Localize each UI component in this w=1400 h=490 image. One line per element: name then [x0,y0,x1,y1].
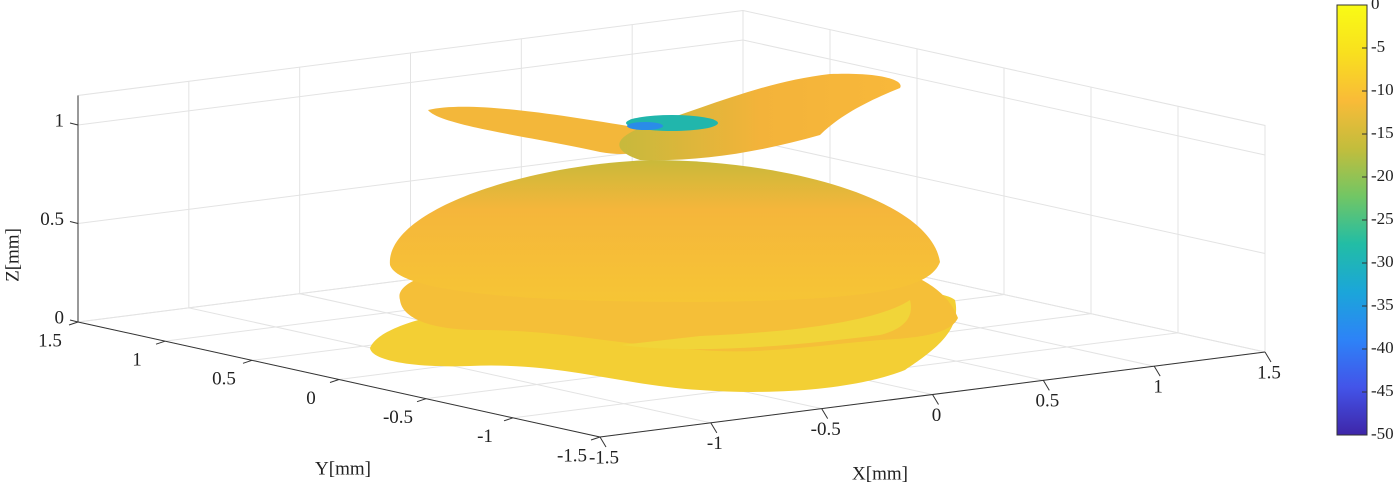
y-tick-label: 1.5 [38,330,62,351]
z-tick [69,122,79,126]
x-tick [1153,365,1161,377]
x-tick-label: 1 [1153,377,1163,398]
surface-blade [428,106,650,154]
x-tick [821,408,829,419]
x-tick-label: -0.5 [811,419,841,440]
x-tick [1042,380,1050,391]
z-tick [69,319,79,323]
x-tick-label: -1 [707,433,723,454]
z-tick-label: 1 [55,110,65,131]
colorbar-tick-label: -50 [1371,424,1394,443]
x-tick-label: 0 [932,405,942,426]
colorbar-tick-label: -25 [1371,209,1394,228]
colorbar-tick-label: -40 [1371,338,1394,357]
y-axis-label: Y[mm] [315,458,371,479]
y-tick [68,321,79,326]
z-tick-label: 0.5 [40,209,64,230]
z-tick [69,221,79,224]
y-tick-label: 0 [306,388,316,409]
z-axis-label: Z[mm] [2,228,23,282]
y-tick-label: 0.5 [212,369,236,390]
colorbar-tick-label: -5 [1371,37,1385,56]
grid-line [77,39,1266,156]
x-axis-label: X[mm] [852,463,908,484]
y-tick [155,340,166,345]
x-tick [932,394,939,405]
surface-blade [619,73,901,161]
y-tick-label: -0.5 [383,407,413,428]
colorbar-tick-label: -10 [1371,80,1394,99]
y-tick [242,359,253,364]
colorbar-tick-label: -45 [1371,381,1394,400]
colorbar-tick-label: -15 [1371,123,1394,142]
colorbar-tick-label: -30 [1371,252,1394,271]
colorbar-tick-label: 0 [1371,0,1380,13]
axis-layer: Z[mm] Y[mm] X[mm] -1.5 -1 -0.5 0 0.5 1 1.5 -1.5… [2,95,1281,484]
surface-layer [620,300,911,350]
y-tick [416,398,427,403]
x-tick [1264,351,1272,363]
y-tick-label: -1 [477,426,493,447]
surface-layer [389,160,940,302]
x-tick [710,422,718,434]
colorbar-tick-label: -20 [1371,166,1394,185]
surface-tip [627,122,663,130]
surface [370,73,958,392]
colorbar-tick-label: -35 [1371,295,1394,314]
x-tick-label: 1.5 [1257,362,1281,383]
x-tick-label: -1.5 [589,447,619,468]
y-tick-label: 1 [132,350,142,371]
z-tick-label: 0 [55,307,65,328]
y-tick [329,379,340,383]
y-tick-label: -1.5 [557,445,587,466]
x-tick [599,436,607,448]
x-tick-label: 0.5 [1035,391,1059,412]
y-tick [503,417,514,422]
y-tick [590,436,601,441]
